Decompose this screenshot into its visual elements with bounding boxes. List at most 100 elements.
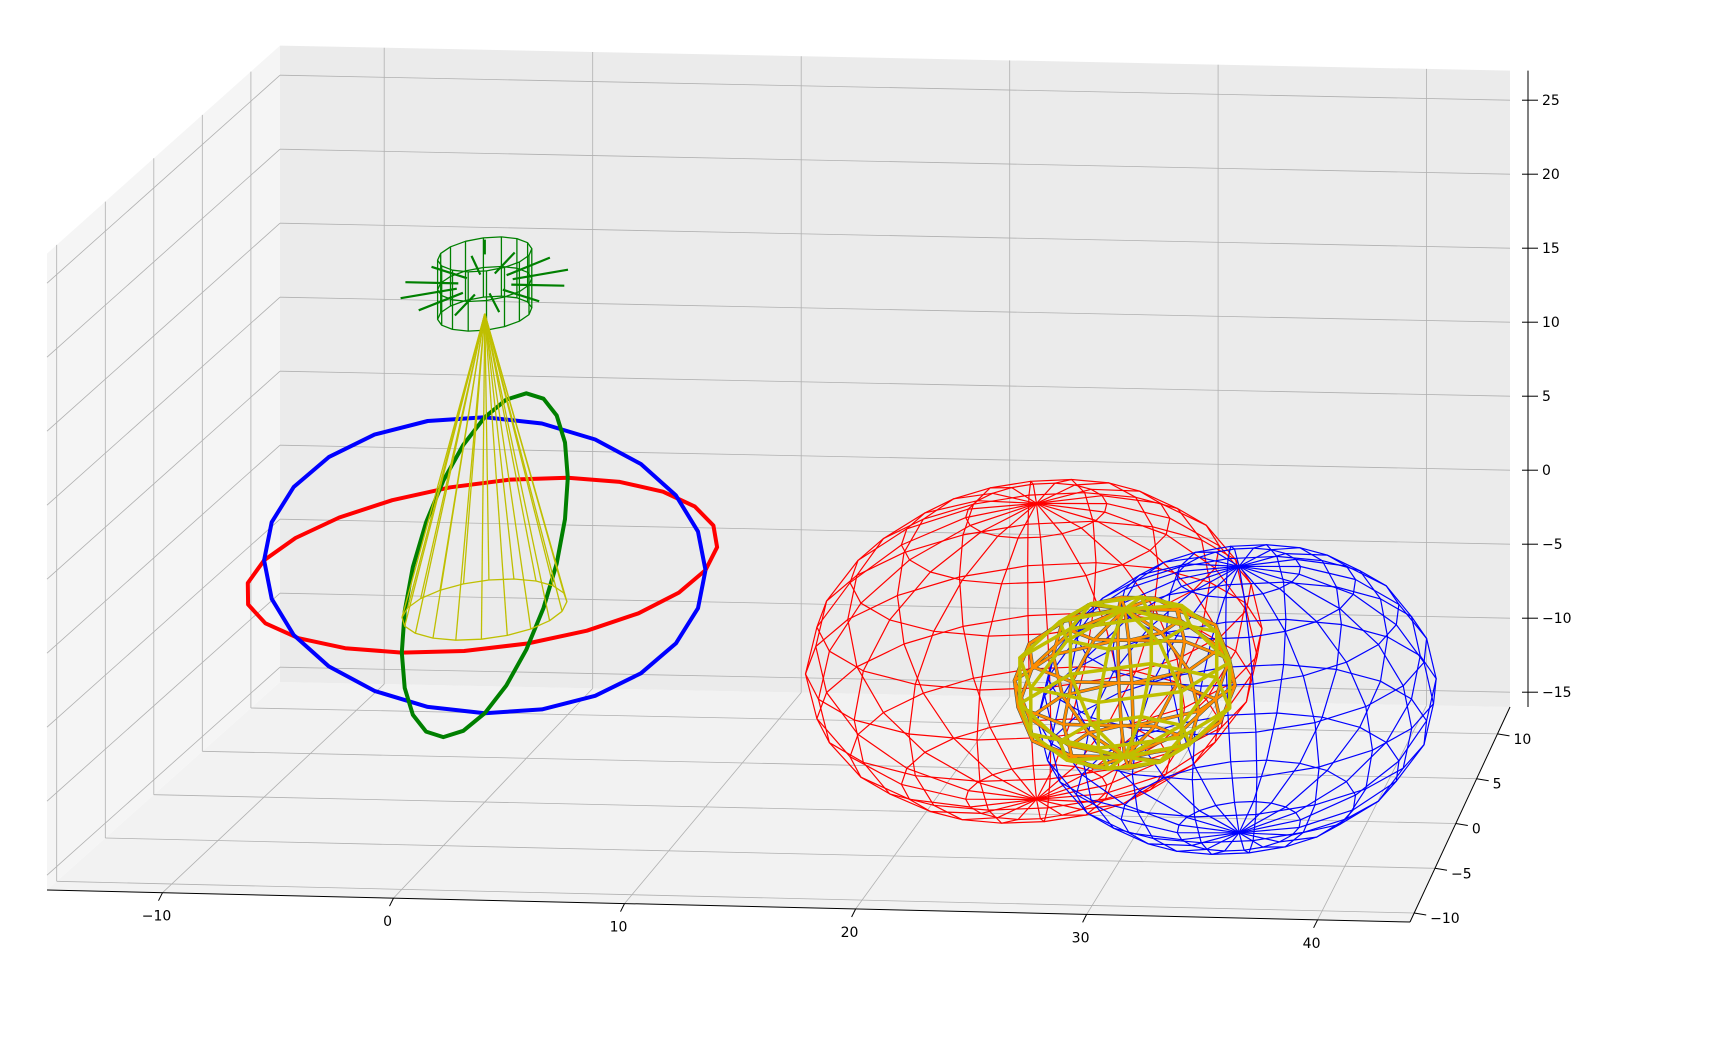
sphere-wire: [1036, 502, 1258, 800]
normal-arrow: [454, 293, 476, 317]
grid-line: [46, 370, 281, 580]
grid-line: [279, 222, 1511, 249]
beam-ray: [484, 313, 508, 636]
sphere-wire: [1238, 565, 1437, 834]
beam-ray: [414, 313, 486, 634]
grid-line: [202, 750, 1477, 780]
grid-line: [153, 794, 1456, 824]
beam-ray: [484, 313, 551, 621]
beam-ray: [404, 313, 486, 627]
normal-arrow: [470, 255, 482, 276]
normal-arrow: [418, 291, 464, 312]
x-tick-mark: [389, 897, 394, 907]
z-tick-label: −5: [1542, 537, 1563, 553]
normal-arrow: [512, 268, 569, 281]
normal-arrow: [494, 251, 516, 275]
sphere-wire: [1044, 565, 1240, 834]
lens-edge: [1123, 608, 1135, 770]
x-tick-label: 30: [1072, 930, 1090, 946]
sphere-wire: [1036, 502, 1263, 800]
sphere-wire: [976, 503, 1038, 824]
grid-line: [279, 444, 1511, 471]
lens-wire: [1096, 608, 1127, 771]
sphere-wire: [817, 502, 1037, 808]
y-tick-mark: [1455, 823, 1468, 826]
grid-line: [46, 666, 281, 876]
normal-arrow: [511, 283, 565, 287]
lens-wire: [1123, 603, 1219, 759]
x-tick-mark: [851, 908, 857, 918]
sphere-wire: [1238, 544, 1287, 834]
y-tick-label: 10: [1514, 732, 1532, 748]
normal-arrow: [405, 281, 459, 285]
sphere-wire: [815, 502, 1037, 800]
grid-line: [279, 74, 1511, 101]
sphere-wire: [1238, 565, 1374, 843]
beam-base: [401, 578, 568, 641]
grid-line: [279, 666, 1511, 693]
sphere-wire: [804, 502, 1037, 801]
y-tick-mark: [1434, 867, 1448, 871]
y-tick-label: 5: [1493, 777, 1502, 793]
sphere-wire: [1238, 565, 1413, 836]
x-tick-label: 10: [610, 920, 628, 936]
normal-arrow: [488, 292, 501, 313]
ring-xz: [262, 415, 708, 716]
x-tick-mark: [158, 892, 163, 901]
y-tick-mark: [1414, 912, 1427, 916]
x-axis-line: [46, 889, 1411, 923]
sphere-wire: [1238, 552, 1389, 834]
x-tick-mark: [1313, 919, 1319, 929]
lens-wire: [1018, 607, 1126, 759]
sphere-wire: [1239, 565, 1435, 834]
sphere-wire: [1165, 551, 1240, 834]
grid-line: [279, 296, 1511, 323]
beam-ray: [484, 313, 515, 580]
lens-edge: [1062, 608, 1126, 770]
back-pane: [280, 45, 1510, 708]
grid-line: [279, 370, 1511, 397]
axis-panes: [47, 45, 1510, 922]
normal-arrow: [400, 287, 457, 300]
lens-edge: [1116, 596, 1127, 758]
beam-ray: [455, 313, 486, 641]
grid-line: [279, 592, 1511, 619]
lens-wire: [1123, 607, 1184, 765]
y-tick-mark: [1476, 778, 1489, 782]
beam-ray: [484, 313, 537, 582]
y-tick-label: −10: [1430, 911, 1460, 927]
beam-ray: [484, 313, 490, 581]
z-tick-label: 5: [1542, 389, 1551, 405]
z-tick-label: 15: [1542, 241, 1560, 257]
y-tick-label: −5: [1451, 866, 1472, 882]
beam-ray: [484, 313, 554, 586]
x-tick-mark: [1082, 914, 1088, 923]
tick-labels: −10 0 10 20 30 40 −10 −5 0 5 10 −15 −10 −5 0 5 10 15 20 25: [142, 93, 1572, 952]
grid-line: [46, 296, 281, 506]
z-tick-label: −15: [1542, 685, 1572, 701]
sphere-wire: [847, 500, 1037, 800]
grid-line: [624, 692, 802, 904]
z-tick-label: −10: [1542, 611, 1572, 627]
sphere-wire: [1225, 545, 1240, 833]
grid-line: [46, 518, 281, 728]
z-tick-label: 0: [1542, 463, 1551, 479]
sphere-wire: [1238, 547, 1343, 834]
x-tick-mark: [620, 903, 625, 912]
grid-line: [393, 688, 593, 899]
plot-objects: [245, 236, 1437, 856]
beam-ray: [401, 313, 486, 618]
sphere-wire: [1238, 558, 1421, 834]
lens-edge: [1123, 596, 1186, 758]
z-tick-label: 20: [1542, 167, 1560, 183]
x-tick-label: 0: [383, 914, 392, 930]
grid-line: [46, 222, 281, 432]
x-tick-label: −10: [142, 909, 172, 925]
normal-arrow: [502, 288, 540, 303]
sphere-wire: [896, 492, 1037, 800]
normal-arrow: [506, 256, 551, 277]
grid-line: [56, 880, 1415, 914]
sphere-wire: [908, 502, 1037, 821]
grid-line: [46, 592, 281, 802]
lens-wire: [1123, 595, 1154, 758]
